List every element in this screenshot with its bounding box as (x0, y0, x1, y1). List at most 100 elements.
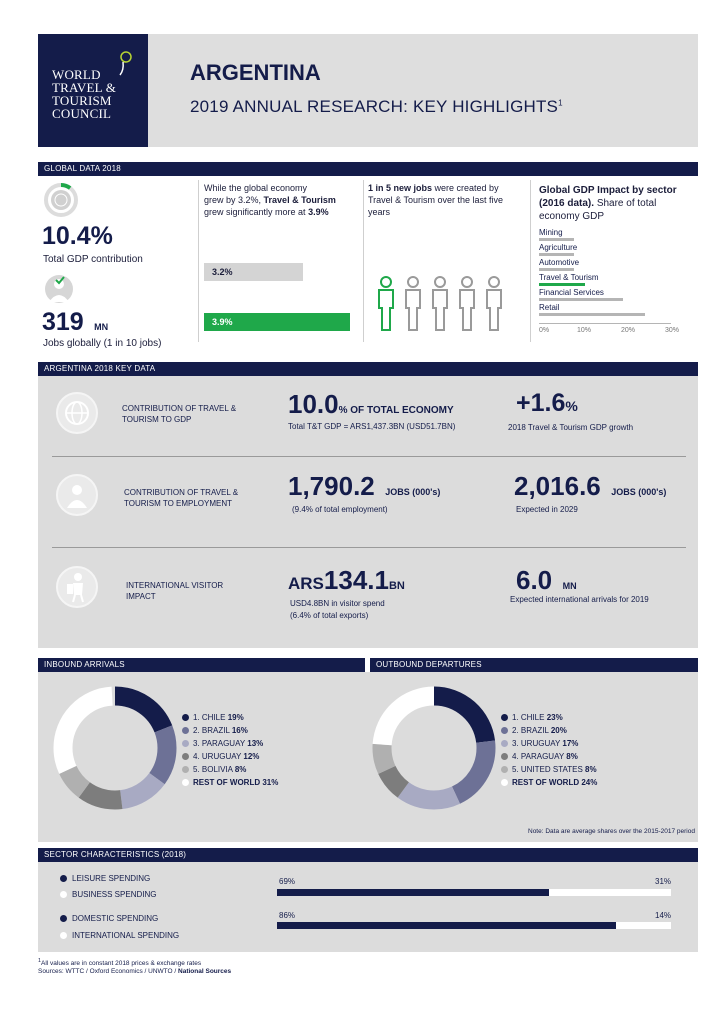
leisure-dot (60, 875, 67, 882)
divider (363, 180, 364, 342)
key-visitor-unit: BN (388, 580, 405, 592)
global-growth-bar-label: 3.2% (212, 267, 233, 277)
global-gdp-value: 10.4% (42, 222, 113, 250)
key-visitor-usd: USD4.8BN in visitor spend (290, 599, 385, 608)
logo-line: TRAVEL & (52, 80, 117, 95)
sector-bar (539, 313, 645, 316)
sector-bar (539, 298, 623, 301)
donut-slice (372, 686, 496, 810)
legend-value: 8% (566, 752, 578, 761)
business-dot (60, 891, 67, 898)
header-banner (38, 34, 698, 147)
sector-bar (539, 253, 575, 256)
key-arrivals-unit: MN (562, 581, 577, 591)
legend-value: 17% (562, 739, 579, 748)
legend-dot (501, 740, 508, 747)
legend-item: 2. BRAZIL 16% (182, 725, 248, 736)
key-gdp-total: Total T&T GDP = ARS1,437.3BN (USD51.7BN) (288, 422, 456, 431)
legend-value: 19% (227, 713, 244, 722)
sector-band: SECTOR CHARACTERISTICS (2018) (38, 848, 698, 862)
people-icons (375, 276, 515, 339)
domestic-fill (277, 922, 616, 929)
legend-item: REST OF WORLD 24% (501, 777, 597, 788)
legend-dot (182, 766, 189, 773)
legend-item: 2. BRAZIL 20% (501, 725, 567, 736)
key-visitor-spend: ARS134.1BN (288, 565, 405, 596)
sector-bar (539, 238, 575, 241)
legend-label: REST OF WORLD (193, 778, 263, 787)
key-gdp-growth-value: +1.6 (516, 389, 566, 417)
global-jobs-value: 319 (42, 308, 84, 336)
globe-swoosh-icon (119, 51, 132, 76)
leisure-pct: 69% (279, 877, 296, 886)
key-visitor-value: 134.1 (323, 565, 389, 595)
outbound-donut-chart (372, 686, 496, 810)
page-subtitle: 2019 ANNUAL RESEARCH: KEY HIGHLIGHTS1 (190, 97, 563, 116)
divider (530, 180, 531, 342)
key-employment-2029: 2,016.6 JOBS (000's) (514, 471, 666, 502)
legend-dot (182, 740, 189, 747)
sector-label: Agriculture (539, 243, 578, 252)
legend-item: 1. CHILE 23% (501, 712, 563, 723)
global-jobs: 319 MN (42, 308, 108, 337)
key-visitor-label: INTERNATIONAL VISITOR IMPACT (126, 581, 224, 601)
divider (52, 456, 686, 457)
legend-label: 2. BRAZIL (193, 726, 232, 735)
key-arrivals-value: 6.0 (516, 565, 553, 595)
donut-slice (372, 686, 496, 810)
legend-value: 16% (231, 726, 248, 735)
wttc-logo: WORLD TRAVEL & TOURISM COUNCIL (38, 34, 148, 147)
legend-item: 5. UNITED STATES 8% (501, 764, 597, 775)
sector-chart-title: Global GDP Impact by sector (2016 data).… (539, 185, 677, 222)
sector-label: Automotive (539, 258, 580, 267)
legend-dot (182, 779, 189, 786)
outbound-band: OUTBOUND DEPARTURES (370, 658, 698, 672)
key-data-band: ARGENTINA 2018 KEY DATA (38, 362, 698, 376)
international-pct: 14% (655, 911, 672, 920)
person-icon (432, 276, 448, 331)
global-gdp-label: Total GDP contribution (43, 254, 143, 265)
legend-dot (501, 766, 508, 773)
donut-slice (53, 686, 177, 810)
legend-value: 8% (585, 765, 597, 774)
legend-label: 3. URUGUAY (512, 739, 563, 748)
domestic-dot (60, 915, 67, 922)
sector-label: Mining (539, 228, 563, 237)
key-gdp-label: CONTRIBUTION OF TRAVEL & TOURISM TO GDP (122, 404, 237, 424)
legend-dot (501, 727, 508, 734)
key-employment-unit: JOBS (000's) (385, 487, 441, 497)
growth-text: While the global economy grew by 3.2%, T… (204, 183, 336, 217)
business-pct: 31% (655, 877, 672, 886)
page-title: ARGENTINA (190, 60, 321, 85)
domestic-legend: DOMESTIC SPENDING (60, 914, 158, 923)
sector-tick-label: 30% (665, 327, 680, 334)
legend-label: 5. UNITED STATES (512, 765, 586, 774)
legend-value: 8% (234, 765, 247, 774)
person-icon (405, 276, 421, 331)
sector-bar (539, 268, 575, 271)
worker-icon (44, 274, 74, 311)
legend-item: REST OF WORLD 31% (182, 777, 278, 788)
key-visitor-currency: ARS (288, 574, 324, 593)
worker-icon (56, 474, 98, 516)
divider (198, 180, 199, 342)
key-data-panel (38, 376, 698, 648)
legend-value: 13% (247, 739, 264, 748)
legend-value: 24% (581, 778, 598, 787)
arrivals-note: Note: Data are average shares over the 2… (528, 828, 695, 835)
inbound-band: INBOUND ARRIVALS (38, 658, 365, 672)
sector-label: Retail (539, 303, 560, 312)
key-gdp-share: 10.0% OF TOTAL ECONOMY (288, 389, 454, 420)
global-data-band: GLOBAL DATA 2018 (38, 162, 698, 176)
logo-line: WORLD (52, 67, 101, 82)
key-gdp-growth-label: 2018 Travel & Tourism GDP growth (508, 423, 634, 432)
new-jobs-text: 1 in 5 new jobs were created by Travel &… (368, 183, 504, 217)
person-icon (459, 276, 475, 331)
sector-tick-label: 20% (621, 327, 636, 334)
business-legend: BUSINESS SPENDING (60, 890, 156, 899)
legend-label: 3. PARAGUAY (193, 739, 248, 748)
key-employment-2029-unit: JOBS (000's) (611, 487, 667, 497)
legend-item: 3. URUGUAY 17% (501, 738, 578, 749)
legend-item: 5. BOLIVIA 8% (182, 764, 246, 775)
key-gdp-unit: % OF TOTAL ECONOMY (338, 405, 454, 416)
